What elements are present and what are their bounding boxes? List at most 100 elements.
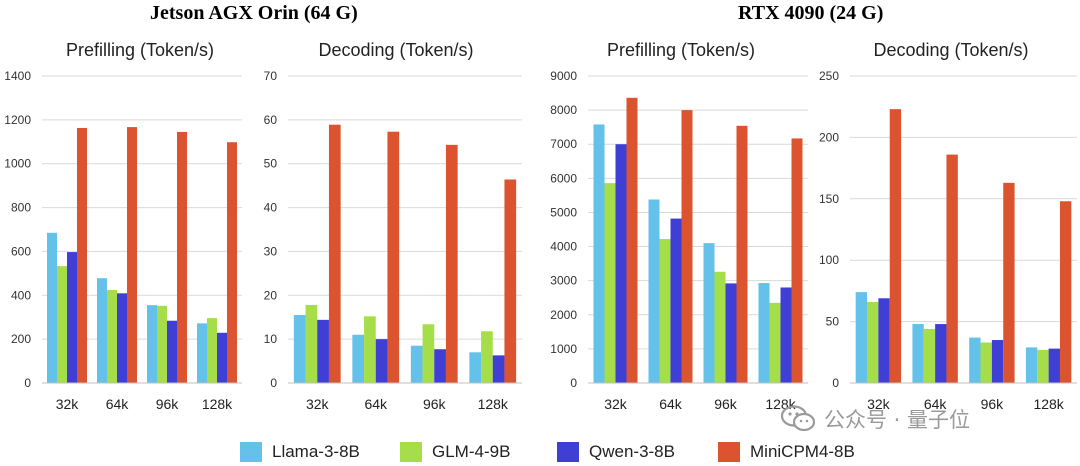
legend-label-glm: GLM-4-9B bbox=[432, 442, 511, 461]
y-tick-label-decode-rtx: 200 bbox=[819, 130, 839, 144]
bar-decode-rtx bbox=[980, 342, 992, 383]
legend-item-glm: GLM-4-9B bbox=[400, 442, 510, 462]
bar-decode-jetson bbox=[434, 349, 446, 383]
bar-decode-jetson bbox=[387, 131, 400, 383]
bar-prefill-rtx bbox=[725, 283, 737, 383]
y-tick-label-decode-rtx: 50 bbox=[826, 315, 840, 329]
bar-decode-jetson bbox=[328, 124, 341, 383]
bar-prefill-rtx bbox=[648, 199, 660, 383]
bar-decode-rtx bbox=[923, 328, 936, 383]
bar-decode-jetson bbox=[293, 315, 306, 383]
y-tick-label-prefill-rtx: 8000 bbox=[550, 103, 577, 117]
x-tick-label-prefill-rtx: 96k bbox=[714, 396, 738, 412]
y-tick-label-prefill-rtx: 2000 bbox=[550, 308, 577, 322]
legend-swatch-qwen bbox=[557, 442, 579, 462]
bar-prefill-jetson bbox=[107, 290, 117, 383]
legend-label-llama: Llama-3-8B bbox=[272, 442, 360, 461]
bar-prefill-jetson bbox=[177, 131, 187, 383]
bar-prefill-rtx bbox=[615, 144, 627, 383]
legend-item-llama: Llama-3-8B bbox=[240, 442, 360, 462]
x-tick-label-decode-rtx: 64k bbox=[924, 396, 948, 412]
x-tick-label-prefill-jetson: 32k bbox=[56, 396, 80, 412]
y-tick-label-prefill-rtx: 0 bbox=[570, 376, 577, 390]
x-tick-label-decode-rtx: 128k bbox=[1033, 396, 1064, 412]
x-tick-label-prefill-rtx: 64k bbox=[659, 396, 683, 412]
legend-swatch-minicpm bbox=[718, 442, 740, 462]
y-tick-label-prefill-jetson: 1200 bbox=[4, 113, 31, 127]
y-tick-label-decode-rtx: 150 bbox=[819, 192, 839, 206]
bar-prefill-jetson bbox=[97, 278, 107, 383]
bar-decode-jetson bbox=[422, 324, 435, 383]
bar-prefill-rtx bbox=[703, 243, 715, 383]
y-tick-label-prefill-rtx: 7000 bbox=[550, 137, 577, 151]
y-tick-label-prefill-jetson: 400 bbox=[11, 288, 31, 302]
legend-label-qwen: Qwen-3-8B bbox=[589, 442, 675, 461]
y-tick-label-decode-jetson: 50 bbox=[264, 157, 278, 171]
bar-decode-rtx bbox=[889, 109, 902, 383]
bar-decode-rtx bbox=[991, 340, 1004, 383]
watermark-text: 公众号 · 量子位 bbox=[824, 408, 971, 432]
x-tick-label-decode-jetson: 32k bbox=[306, 396, 330, 412]
y-tick-label-decode-rtx: 250 bbox=[819, 69, 839, 83]
y-tick-label-decode-jetson: 20 bbox=[264, 288, 278, 302]
x-tick-label-prefill-jetson: 64k bbox=[106, 396, 130, 412]
chart-title-decode-rtx: Decoding (Token/s) bbox=[873, 40, 1028, 60]
x-tick-label-decode-rtx: 32k bbox=[867, 396, 891, 412]
y-tick-label-prefill-rtx: 4000 bbox=[550, 240, 577, 254]
bar-prefill-jetson bbox=[167, 320, 177, 383]
bar-prefill-rtx bbox=[791, 138, 803, 383]
bar-prefill-rtx bbox=[714, 271, 726, 383]
bar-prefill-jetson bbox=[147, 305, 157, 383]
bar-decode-jetson bbox=[352, 334, 365, 383]
bar-prefill-jetson bbox=[197, 323, 207, 383]
chart-title-decode-jetson: Decoding (Token/s) bbox=[318, 40, 473, 60]
y-tick-label-decode-jetson: 10 bbox=[264, 332, 278, 346]
bar-prefill-jetson bbox=[67, 252, 77, 383]
bar-decode-rtx bbox=[1059, 201, 1072, 383]
bar-decode-jetson bbox=[375, 339, 388, 383]
bar-prefill-rtx bbox=[780, 287, 792, 383]
y-tick-label-decode-rtx: 0 bbox=[832, 376, 839, 390]
bar-decode-rtx bbox=[867, 301, 879, 383]
y-tick-label-prefill-jetson: 800 bbox=[11, 201, 31, 215]
y-tick-label-decode-jetson: 30 bbox=[264, 244, 278, 258]
y-tick-label-prefill-rtx: 6000 bbox=[550, 171, 577, 185]
x-tick-label-prefill-jetson: 128k bbox=[202, 396, 233, 412]
bar-decode-jetson bbox=[317, 319, 329, 383]
bar-prefill-jetson bbox=[77, 127, 87, 384]
x-tick-label-prefill-rtx: 32k bbox=[604, 396, 628, 412]
bar-prefill-jetson bbox=[127, 127, 137, 384]
bar-decode-rtx bbox=[912, 324, 924, 383]
y-tick-label-decode-jetson: 40 bbox=[264, 201, 278, 215]
chart-title-prefill-rtx: Prefilling (Token/s) bbox=[607, 40, 755, 60]
y-tick-label-decode-jetson: 70 bbox=[264, 69, 278, 83]
bar-decode-jetson bbox=[469, 352, 482, 383]
bar-decode-rtx bbox=[969, 337, 981, 383]
bar-decode-rtx bbox=[935, 324, 947, 383]
y-tick-label-prefill-jetson: 0 bbox=[24, 376, 31, 390]
bar-prefill-jetson bbox=[157, 305, 167, 383]
legend-swatch-llama bbox=[240, 442, 262, 462]
bar-prefill-rtx bbox=[626, 97, 638, 383]
bar-prefill-jetson bbox=[47, 232, 57, 383]
y-tick-label-prefill-rtx: 9000 bbox=[550, 69, 577, 83]
bar-decode-jetson bbox=[445, 144, 458, 383]
wechat-icon bbox=[780, 405, 816, 432]
bar-decode-rtx bbox=[878, 298, 890, 383]
bar-decode-rtx bbox=[1025, 347, 1038, 383]
legend-item-qwen: Qwen-3-8B bbox=[557, 442, 675, 462]
y-tick-label-prefill-jetson: 1000 bbox=[4, 157, 31, 171]
charts-canvas: Prefilling (Token/s)02004006008001000120… bbox=[4, 40, 1077, 412]
y-tick-label-prefill-jetson: 1400 bbox=[4, 69, 31, 83]
legend-item-minicpm: MiniCPM4-8B bbox=[718, 442, 855, 462]
bar-decode-rtx bbox=[1037, 349, 1049, 383]
bar-decode-jetson bbox=[410, 345, 423, 383]
y-tick-label-decode-rtx: 100 bbox=[819, 253, 839, 267]
group-title-jetson: Jetson AGX Orin (64 G) bbox=[150, 2, 358, 24]
bar-prefill-jetson bbox=[117, 293, 127, 383]
bar-prefill-jetson bbox=[57, 266, 67, 383]
bar-decode-jetson bbox=[481, 331, 493, 383]
legend: Llama-3-8B GLM-4-9B Qwen-3-8B MiniCPM4-8… bbox=[0, 440, 1080, 466]
bar-decode-rtx bbox=[1003, 182, 1015, 383]
bar-prefill-rtx bbox=[769, 302, 781, 383]
